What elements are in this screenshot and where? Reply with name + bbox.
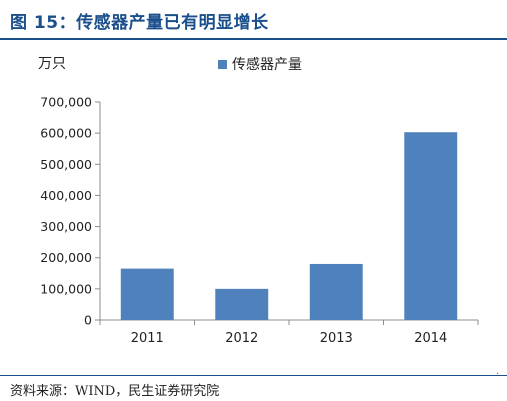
figure-title: 图 15：传感器产量已有明显增长 (10, 13, 269, 33)
y-tick-label: 0 (84, 313, 92, 328)
y-tick-label: 300,000 (40, 219, 92, 234)
y-tick-label: 700,000 (40, 95, 92, 110)
footer-mark: . (496, 366, 500, 377)
y-unit-label: 万只 (38, 56, 66, 72)
y-tick-label: 100,000 (40, 281, 92, 296)
bar-chart: 万只 传感器产量 0 100,000 200,000 300,000 400,000 50… (38, 56, 479, 346)
y-tick-label: 500,000 (40, 157, 92, 172)
source-note: 资料来源：WIND，民生证券研究院 (10, 384, 220, 399)
x-tick-label: 2011 (131, 331, 164, 346)
figure-header: 图 15：传感器产量已有明显增长 (0, 0, 507, 40)
bar-2014 (404, 132, 458, 320)
bar-series (120, 132, 458, 320)
bar-2013 (309, 263, 363, 320)
legend-label: 传感器产量 (232, 56, 302, 73)
y-axis: 0 100,000 200,000 300,000 400,000 500,000 600,… (40, 95, 101, 328)
x-tick-label: 2012 (225, 331, 258, 346)
x-axis: 2011 2012 2013 2014 (99, 319, 479, 346)
x-tick-label: 2014 (414, 331, 447, 346)
bar-2011 (120, 268, 174, 320)
x-tick-label: 2013 (320, 331, 353, 346)
bar-2012 (215, 288, 269, 320)
y-tick-label: 600,000 (40, 126, 92, 141)
legend-swatch (218, 60, 227, 69)
y-tick-label: 400,000 (40, 188, 92, 203)
header-rule (0, 38, 507, 40)
footer-rule (0, 375, 507, 376)
y-tick-label: 200,000 (40, 250, 92, 265)
